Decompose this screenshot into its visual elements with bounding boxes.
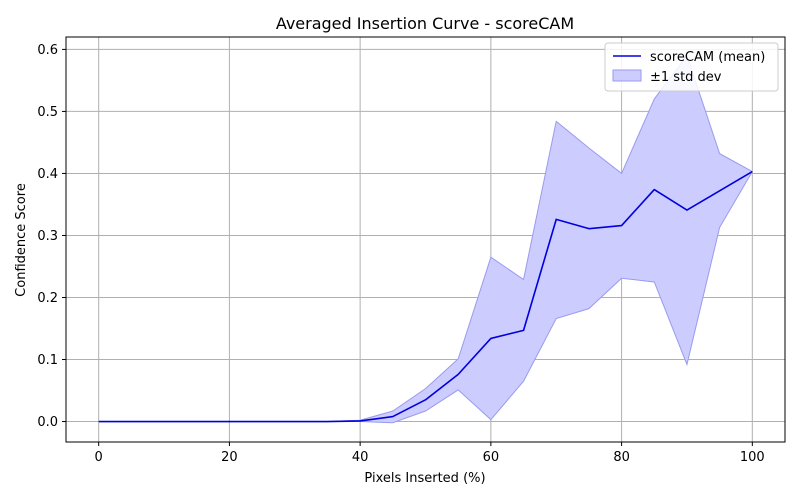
x-tick-label: 0 xyxy=(95,450,103,465)
legend-mean-label: scoreCAM (mean) xyxy=(650,50,765,65)
y-tick-label: 0.6 xyxy=(37,43,58,58)
std-band-layer xyxy=(98,54,754,424)
x-tick-label: 100 xyxy=(740,450,765,465)
mean-line-layer xyxy=(98,170,753,423)
legend-band-swatch xyxy=(612,69,642,82)
legend-band-label: ±1 std dev xyxy=(650,70,722,85)
chart-title: Averaged Insertion Curve - scoreCAM xyxy=(276,14,574,33)
y-tick-label: 0.3 xyxy=(37,229,58,244)
legend-box xyxy=(604,42,779,92)
legend: scoreCAM (mean) ±1 std dev xyxy=(604,42,779,92)
std-dev-band xyxy=(98,54,754,424)
x-tick-label: 40 xyxy=(352,450,369,465)
y-tick-label: 0.4 xyxy=(37,167,58,182)
y-tick-label: 0.5 xyxy=(37,105,58,120)
y-tick-label: 0.0 xyxy=(37,415,58,430)
mean-series-line xyxy=(98,170,753,423)
y-tick-label: 0.1 xyxy=(37,353,58,368)
y-tick-label: 0.2 xyxy=(37,291,58,306)
ticks: 0 20 40 60 80 100 0.0 0.1 0.2 0.3 0.4 0.5 0.6 xyxy=(37,43,764,465)
x-tick-label: 60 xyxy=(483,450,500,465)
plot-frame xyxy=(65,36,786,443)
x-axis-title: Pixels Inserted (%) xyxy=(364,471,485,486)
y-axis-title: Confidence Score xyxy=(14,183,29,297)
x-tick-label: 80 xyxy=(613,450,630,465)
x-tick-label: 20 xyxy=(221,450,238,465)
